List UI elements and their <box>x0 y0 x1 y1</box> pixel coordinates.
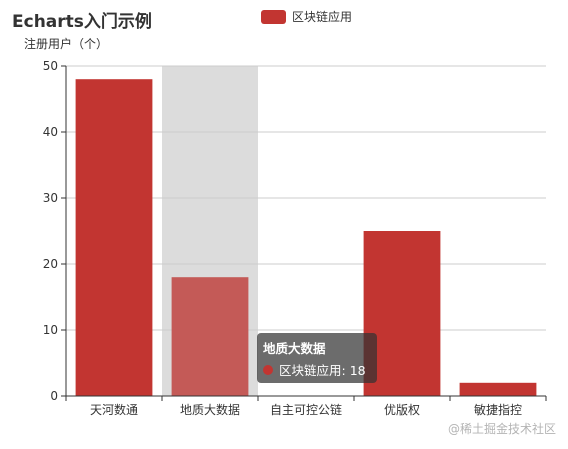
tooltip-separator: : <box>342 363 350 378</box>
y-axis-label: 注册用户（个） <box>24 36 108 51</box>
y-tick-label: 20 <box>43 257 58 271</box>
y-tick-label: 0 <box>50 389 58 403</box>
x-tick-label: 自主可控公链 <box>270 402 342 417</box>
x-tick-label: 优版权 <box>384 403 420 417</box>
tooltip-title: 地质大数据 <box>263 341 326 356</box>
watermark: @稀土掘金技术社区 <box>447 422 556 436</box>
x-tick-label: 地质大数据 <box>180 402 240 417</box>
legend-label[interactable]: 区块链应用 <box>292 9 352 24</box>
y-tick-label: 10 <box>43 323 58 337</box>
bar <box>75 79 153 396</box>
tooltip-background <box>257 333 377 383</box>
legend-swatch-icon[interactable] <box>261 10 286 24</box>
tooltip: 地质大数据 区块链应用: 18 <box>257 333 377 383</box>
tooltip-line: 区块链应用: 18 <box>279 363 366 378</box>
y-tick-label: 30 <box>43 191 58 205</box>
y-tick-label: 40 <box>43 125 58 139</box>
tooltip-series-marker-icon <box>263 365 273 375</box>
x-tick-label: 敏捷指控 <box>474 402 522 417</box>
bar <box>171 277 249 396</box>
y-tick-label: 50 <box>43 59 58 73</box>
tooltip-value: 18 <box>350 363 366 378</box>
tooltip-series-name: 区块链应用 <box>279 363 342 378</box>
legend[interactable]: 区块链应用 <box>261 9 352 24</box>
chart-title: Echarts入门示例 <box>12 11 152 32</box>
x-tick-label: 天河数通 <box>90 402 138 417</box>
bar <box>459 382 537 396</box>
